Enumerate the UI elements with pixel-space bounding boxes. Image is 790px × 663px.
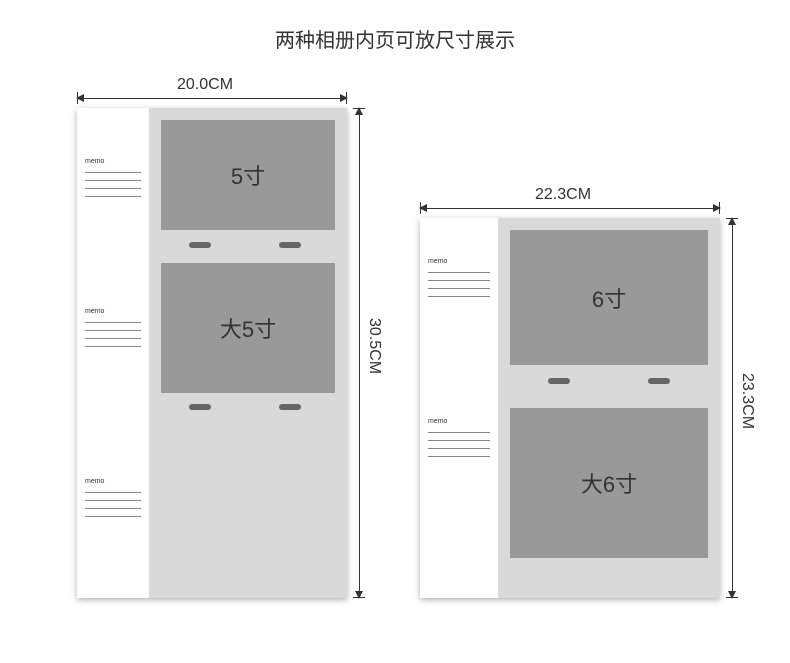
album1-slot-5inch: 5寸 — [161, 120, 335, 230]
tab — [279, 404, 301, 410]
memo-label: memo — [85, 478, 141, 485]
album2-height-label: 23.3CM — [738, 373, 756, 429]
memo-line — [85, 180, 141, 181]
album2-width-label: 22.3CM — [535, 186, 591, 204]
album2-width-arrow — [420, 208, 720, 209]
album1-width-arrow — [77, 98, 347, 99]
album2-memo-column: memo memo — [420, 218, 498, 598]
memo-line — [85, 322, 141, 323]
tab — [279, 242, 301, 248]
memo-label: memo — [428, 258, 490, 265]
memo-label: memo — [85, 308, 141, 315]
album2-slot-6inch: 6寸 — [510, 230, 708, 365]
memo-line — [85, 172, 141, 173]
tick — [353, 597, 365, 598]
slot-label: 5寸 — [231, 159, 265, 191]
page-title: 两种相册内页可放尺寸展示 — [0, 24, 790, 53]
memo-block: memo — [85, 308, 141, 347]
tick — [420, 202, 421, 214]
slot-label: 大5寸 — [220, 312, 276, 344]
memo-line — [85, 516, 141, 517]
tick — [726, 597, 738, 598]
album1-page: memo memo memo 5 — [77, 108, 347, 598]
album1-photo-column: 5寸 大5寸 — [149, 108, 347, 598]
album1-slot-big5inch: 大5寸 — [161, 263, 335, 393]
tick — [719, 202, 720, 214]
album2-height-arrow — [732, 218, 733, 598]
album1-width-label: 20.0CM — [177, 76, 233, 94]
memo-block: memo — [428, 258, 490, 297]
album1-height-arrow — [359, 108, 360, 598]
memo-block: memo — [85, 478, 141, 517]
tick — [726, 218, 738, 219]
memo-line — [428, 272, 490, 273]
memo-line — [428, 456, 490, 457]
memo-line — [85, 188, 141, 189]
memo-line — [85, 196, 141, 197]
album1-memo-column: memo memo memo — [77, 108, 149, 598]
slot-label: 大6寸 — [581, 467, 637, 499]
tab — [189, 242, 211, 248]
memo-block: memo — [85, 158, 141, 197]
memo-label: memo — [428, 418, 490, 425]
tick — [353, 108, 365, 109]
memo-line — [428, 296, 490, 297]
memo-block: memo — [428, 418, 490, 457]
album2-page: memo memo 6寸 大6寸 — [420, 218, 720, 598]
memo-line — [85, 338, 141, 339]
memo-line — [428, 448, 490, 449]
memo-line — [85, 346, 141, 347]
memo-line — [428, 440, 490, 441]
album2-slot-big6inch: 大6寸 — [510, 408, 708, 558]
album-1-group: 20.0CM 30.5CM memo memo memo — [77, 108, 347, 598]
tick — [346, 92, 347, 104]
memo-line — [85, 500, 141, 501]
album-2-group: 22.3CM 23.3CM memo memo 6寸 — [420, 218, 720, 598]
album1-height-label: 30.5CM — [365, 318, 383, 374]
slot-label: 6寸 — [592, 282, 626, 314]
tab — [189, 404, 211, 410]
tab — [648, 378, 670, 384]
memo-line — [428, 280, 490, 281]
memo-line — [85, 330, 141, 331]
tick — [77, 92, 78, 104]
memo-line — [428, 432, 490, 433]
memo-line — [85, 492, 141, 493]
memo-label: memo — [85, 158, 141, 165]
memo-line — [428, 288, 490, 289]
album2-photo-column: 6寸 大6寸 — [498, 218, 720, 598]
tab — [548, 378, 570, 384]
memo-line — [85, 508, 141, 509]
